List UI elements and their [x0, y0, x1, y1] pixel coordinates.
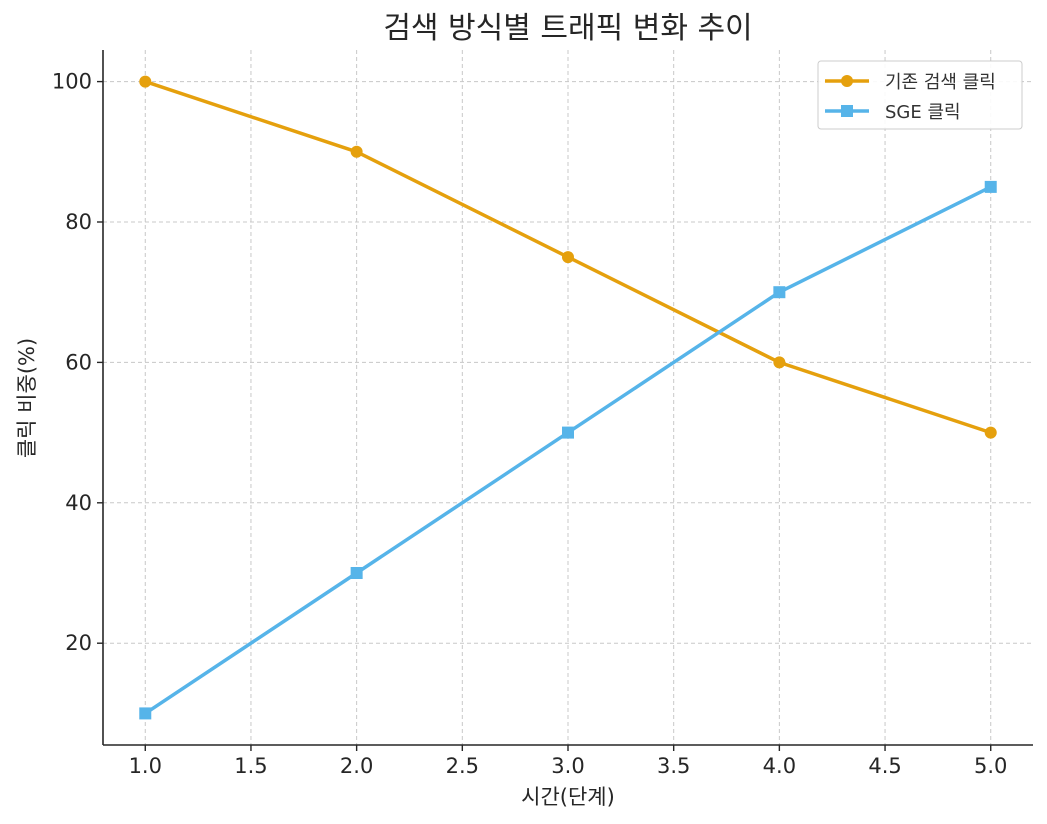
legend-marker: [841, 105, 853, 117]
data-point: [139, 75, 152, 88]
data-point: [562, 426, 574, 439]
x-tick-label: 4.5: [868, 754, 901, 778]
x-tick-label: 5.0: [974, 754, 1007, 778]
x-tick-label: 3.0: [551, 754, 584, 778]
y-axis-label: 클릭 비중(%): [15, 338, 39, 458]
series-2: [139, 180, 997, 720]
x-tick-label: 4.0: [763, 754, 796, 778]
grid: [103, 50, 1033, 745]
data-point: [350, 145, 363, 158]
x-tick-label: 2.5: [446, 754, 479, 778]
legend-label: SGE 클릭: [885, 102, 961, 123]
y-tick-label: 60: [65, 350, 92, 374]
data-point: [562, 251, 574, 264]
chart-title: 검색 방식별 트래픽 변화 추이: [383, 11, 752, 46]
legend-entry: 기존 검색 클릭: [825, 72, 996, 93]
data-point: [350, 567, 363, 580]
y-tick-label: 80: [65, 210, 92, 234]
legend-marker: [841, 75, 853, 87]
data-point: [984, 180, 997, 193]
data-point: [984, 426, 997, 439]
y-tick-label: 20: [65, 631, 92, 655]
data-point: [139, 707, 152, 720]
x-tick-label: 1.0: [129, 754, 162, 778]
x-ticks: 1.0 1.5 2.0 2.5 3.0 3.5 4.0 4.5 5.0: [129, 745, 1007, 778]
x-tick-label: 3.5: [657, 754, 690, 778]
data-point: [773, 356, 786, 369]
series-1: [139, 75, 997, 439]
series-layer: [139, 75, 997, 720]
legend: 기존 검색 클릭 SGE 클릭: [817, 60, 1023, 130]
x-tick-label: 1.5: [234, 754, 267, 778]
legend-label: 기존 검색 클릭: [885, 72, 996, 93]
x-axis-label: 시간(단계): [521, 785, 615, 809]
y-tick-label: 100: [52, 70, 92, 94]
y-ticks: 20 40 60 80 100: [52, 70, 103, 655]
legend-entry: SGE 클릭: [825, 102, 961, 123]
x-tick-label: 2.0: [340, 754, 373, 778]
y-tick-label: 40: [65, 491, 92, 515]
data-point: [773, 286, 786, 299]
